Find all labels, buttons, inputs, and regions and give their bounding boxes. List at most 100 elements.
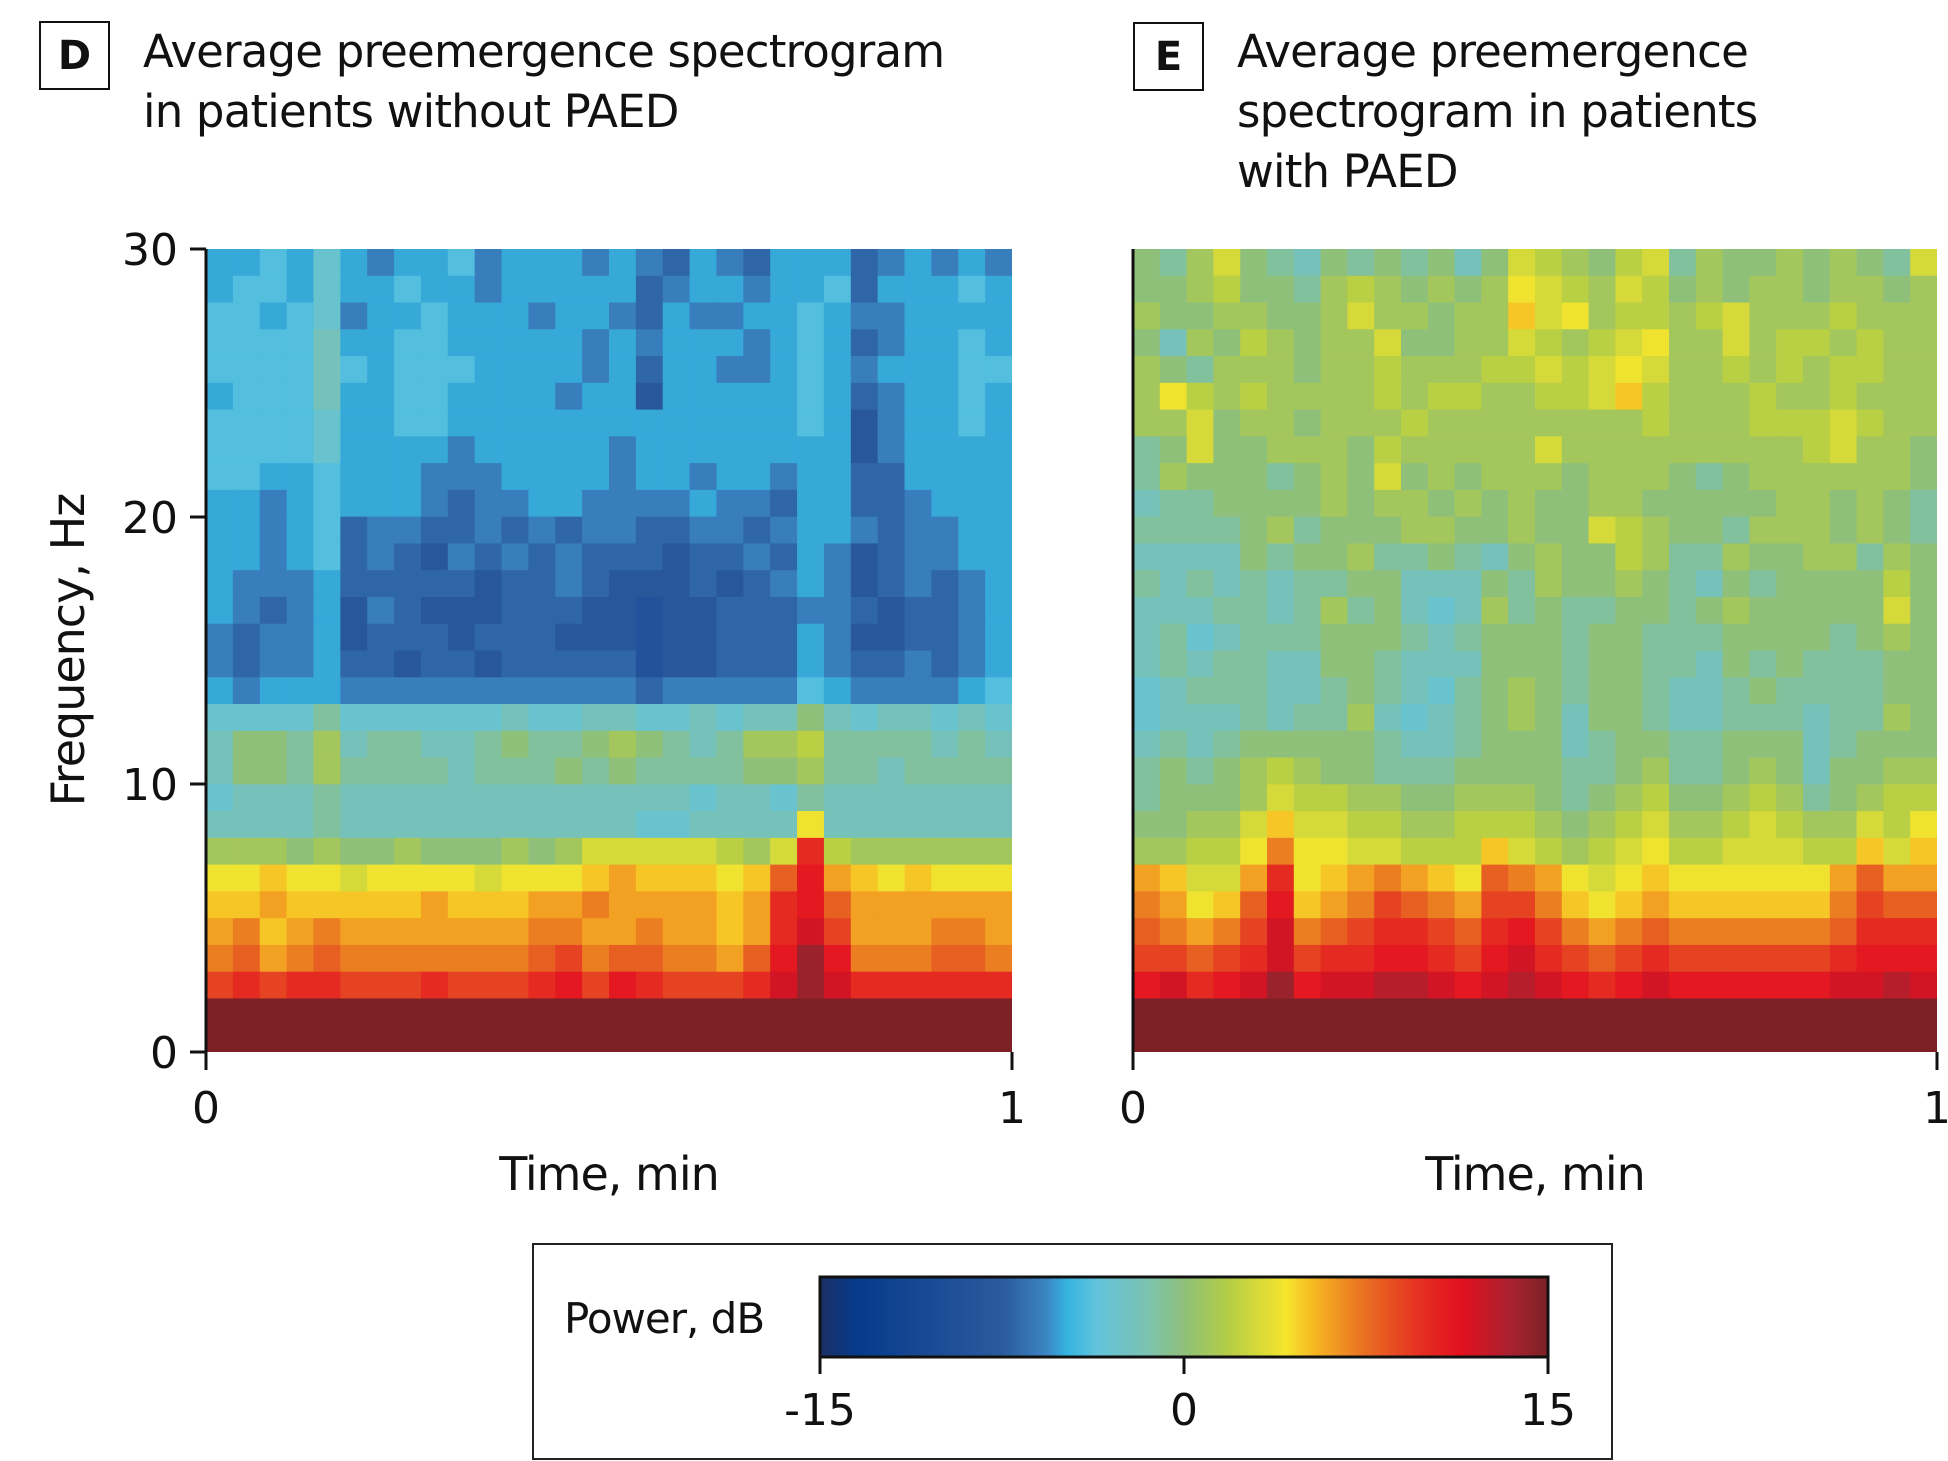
heatmap-cell — [1293, 704, 1322, 732]
heatmap-cell — [1749, 998, 1777, 1026]
y-tick-label-0: 0 — [150, 1028, 178, 1079]
heatmap-cell — [555, 944, 583, 973]
heatmap-cell — [635, 516, 664, 545]
heatmap-cell — [689, 757, 718, 785]
heatmap-cell — [420, 249, 449, 277]
heatmap-cell — [823, 891, 852, 919]
heatmap-cell — [1159, 382, 1188, 411]
heatmap-cell — [1642, 891, 1670, 919]
heatmap-cell — [877, 436, 906, 464]
heatmap-cell — [931, 784, 959, 812]
heatmap-cell — [1642, 570, 1670, 598]
heatmap-cell — [447, 516, 476, 545]
heatmap-cell — [904, 543, 932, 571]
heatmap-cell — [1481, 516, 1509, 545]
heatmap-cell — [770, 596, 798, 625]
heatmap-cell — [1374, 998, 1402, 1026]
heatmap-cell — [1293, 971, 1322, 1000]
heatmap-cell — [474, 463, 503, 491]
heatmap-cell — [313, 784, 341, 812]
heatmap-cell — [1561, 918, 1590, 946]
heatmap-cell — [770, 249, 798, 277]
heatmap-cell — [958, 918, 986, 946]
heatmap-cell — [662, 302, 691, 330]
heatmap-cell — [635, 677, 664, 705]
heatmap-cell — [1240, 275, 1268, 304]
heatmap-cell — [904, 302, 932, 330]
heatmap-cell — [1508, 596, 1536, 625]
heatmap-cell — [743, 918, 771, 946]
heatmap-cell — [1186, 971, 1214, 1000]
heatmap-cell — [1856, 463, 1884, 491]
heatmap-cell — [1883, 730, 1911, 759]
heatmap-cell — [797, 891, 825, 919]
heatmap-cell — [1829, 757, 1858, 785]
heatmap-cell — [797, 971, 825, 1000]
heatmap-cell — [609, 516, 637, 545]
heatmap-cell — [1293, 730, 1322, 759]
heatmap-cell — [958, 998, 986, 1026]
heatmap-cell — [635, 864, 664, 892]
heatmap-cell — [850, 543, 879, 571]
heatmap-cell — [1374, 463, 1402, 491]
heatmap-cell — [474, 837, 503, 866]
heatmap-cell — [1883, 623, 1911, 652]
heatmap-cell — [1561, 409, 1590, 437]
heatmap-cell — [1615, 249, 1643, 277]
heatmap-cell — [985, 811, 1012, 839]
heatmap-cell — [609, 864, 637, 892]
heatmap-cell — [1159, 516, 1188, 545]
heatmap-cell — [1320, 596, 1348, 625]
heatmap-cell — [985, 998, 1012, 1026]
heatmap-cell — [1749, 704, 1777, 732]
heatmap-cell — [1749, 971, 1777, 1000]
heatmap-cell — [447, 570, 476, 598]
heatmap-cell — [1776, 275, 1804, 304]
heatmap-cell — [1615, 918, 1643, 946]
heatmap-cell — [1561, 382, 1590, 411]
heatmap-cell — [394, 302, 422, 330]
heatmap-cell — [528, 757, 556, 785]
heatmap-cell — [770, 944, 798, 973]
heatmap-cell — [1588, 650, 1616, 678]
heatmap-cell — [1642, 596, 1670, 625]
heatmap-cell — [1293, 302, 1322, 330]
heatmap-cell — [797, 650, 825, 678]
heatmap-cell — [1347, 356, 1375, 384]
heatmap-cell — [1427, 944, 1456, 973]
heatmap-cell — [716, 275, 744, 304]
heatmap-cell — [1642, 436, 1670, 464]
heatmap-cell — [1669, 918, 1697, 946]
heatmap-cell — [1856, 811, 1884, 839]
heatmap-cell — [1615, 516, 1643, 545]
heatmap-cell — [743, 891, 771, 919]
heatmap-cell — [1374, 409, 1402, 437]
heatmap-cell — [1133, 302, 1161, 330]
heatmap-cell — [1427, 730, 1456, 759]
heatmap-cell — [1374, 302, 1402, 330]
heatmap-cell — [1642, 249, 1670, 277]
heatmap-cell — [904, 837, 932, 866]
heatmap-cell — [1454, 543, 1482, 571]
heatmap-cell — [1803, 944, 1831, 973]
heatmap-cell — [1588, 677, 1616, 705]
heatmap-cell — [797, 623, 825, 652]
heatmap-cell — [528, 918, 556, 946]
heatmap-cell — [1776, 463, 1804, 491]
heatmap-cell — [904, 249, 932, 277]
heatmap-cell — [1374, 596, 1402, 625]
heatmap-cell — [1669, 757, 1697, 785]
heatmap-cell — [1401, 249, 1429, 277]
heatmap-cell — [716, 998, 744, 1026]
heatmap-cell — [1293, 275, 1322, 304]
heatmap-cell — [1695, 918, 1724, 946]
heatmap-cell — [1159, 275, 1188, 304]
heatmap-cell — [474, 596, 503, 625]
heatmap-cell — [1213, 837, 1241, 866]
heatmap-cell — [206, 329, 234, 357]
heatmap-cell — [259, 837, 288, 866]
heatmap-cell — [501, 757, 529, 785]
heatmap-cell — [1401, 382, 1429, 411]
heatmap-cell — [1883, 516, 1911, 545]
heatmap-cell — [1427, 463, 1456, 491]
